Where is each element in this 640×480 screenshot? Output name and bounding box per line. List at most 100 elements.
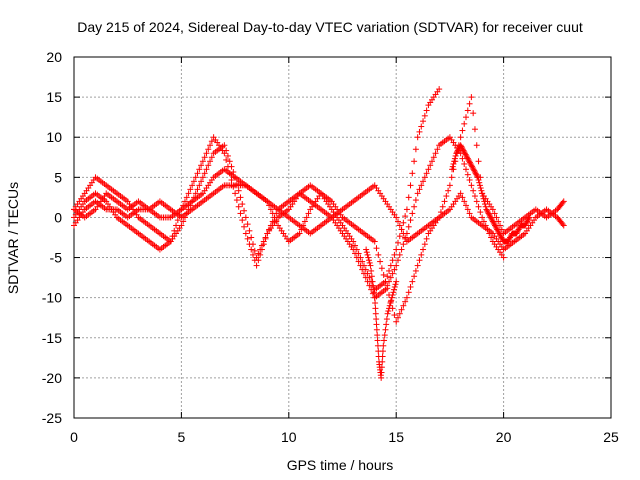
data-point: [478, 187, 485, 194]
data-point: [208, 138, 215, 145]
data-point: [409, 170, 416, 177]
data-point: [443, 193, 450, 200]
data-point: [364, 278, 371, 285]
data-point: [414, 190, 421, 197]
data-point: [468, 182, 475, 189]
data-point: [466, 210, 473, 217]
data-point: [393, 318, 400, 325]
data-point: [224, 152, 231, 159]
data-point: [407, 283, 414, 290]
data-point: [441, 198, 448, 205]
data-point: [379, 348, 386, 355]
data-point: [372, 310, 379, 317]
y-tick-label: -25: [42, 410, 62, 426]
data-point: [296, 230, 303, 237]
data-point: [380, 271, 387, 278]
data-point: [255, 250, 262, 257]
data-point: [269, 210, 276, 217]
data-point: [355, 258, 362, 265]
data-point: [434, 146, 441, 153]
data-point: [449, 166, 456, 173]
data-point: [490, 219, 497, 226]
data-point: [393, 278, 400, 285]
data-point: [178, 222, 185, 229]
data-point: [414, 262, 421, 269]
data-point: [400, 302, 407, 309]
data-point: [190, 178, 197, 185]
data-point: [469, 164, 476, 171]
data-point: [389, 291, 396, 298]
data-point: [199, 174, 206, 181]
data-point: [267, 206, 274, 213]
data-point: [384, 285, 391, 292]
data-point: [457, 142, 464, 149]
data-point: [462, 151, 469, 158]
data-point: [453, 150, 460, 157]
data-point: [366, 282, 373, 289]
data-point: [232, 190, 239, 197]
y-tick-label: 15: [46, 89, 62, 105]
data-point: [253, 262, 260, 269]
data-point: [479, 190, 486, 197]
data-point: [491, 210, 498, 217]
data-point: [207, 158, 214, 165]
data-point: [407, 217, 414, 224]
data-point: [559, 221, 566, 228]
data-point: [398, 246, 405, 253]
data-point: [473, 142, 480, 149]
data-point: [461, 120, 468, 127]
data-point: [467, 160, 474, 167]
data-point: [427, 162, 434, 169]
data-point: [359, 266, 366, 273]
data-point: [386, 302, 393, 309]
data-point: [476, 179, 483, 186]
data-point: [262, 234, 269, 241]
data-point: [301, 218, 308, 225]
data-point: [382, 278, 389, 285]
data-point: [470, 187, 477, 194]
data-point: [391, 312, 398, 319]
data-point: [403, 206, 410, 213]
data-point: [373, 316, 380, 323]
data-point: [496, 230, 503, 237]
data-point: [303, 214, 310, 221]
data-point: [387, 274, 394, 281]
data-point: [412, 146, 419, 153]
data-point: [477, 185, 484, 192]
y-tick-label: 5: [54, 169, 62, 185]
y-tick-label: -5: [50, 250, 63, 266]
data-point: [235, 203, 242, 210]
data-point: [522, 222, 529, 229]
data-point: [482, 203, 489, 210]
data-point: [515, 226, 522, 233]
data-point: [459, 144, 466, 151]
data-point: [378, 364, 385, 371]
data-point: [459, 155, 466, 162]
data-point: [241, 223, 248, 230]
data-point: [475, 158, 482, 165]
data-point: [389, 257, 396, 264]
data-point: [402, 234, 409, 241]
data-point: [461, 148, 468, 155]
data-point: [405, 223, 412, 230]
data-point: [470, 166, 477, 173]
data-point: [363, 246, 370, 253]
data-point: [493, 225, 500, 232]
data-point: [489, 218, 496, 225]
data-point: [226, 158, 233, 165]
data-point: [264, 230, 271, 237]
data-point: [439, 203, 446, 210]
data-point: [420, 246, 427, 253]
data-point: [381, 337, 388, 344]
data-point: [357, 262, 364, 269]
plot-frame: [73, 56, 612, 419]
data-point: [494, 226, 501, 233]
data-point: [264, 198, 271, 205]
data-point: [352, 250, 359, 257]
data-point: [228, 163, 235, 170]
data-point: [471, 126, 478, 133]
data-point: [466, 100, 473, 107]
data-point: [465, 156, 472, 163]
data-point: [425, 166, 432, 173]
data-point: [471, 193, 478, 200]
